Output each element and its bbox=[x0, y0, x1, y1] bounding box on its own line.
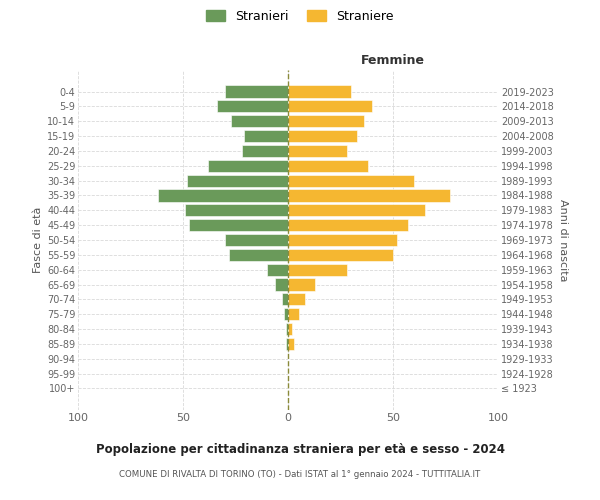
Text: Femmine: Femmine bbox=[361, 54, 425, 66]
Bar bbox=[288, 190, 450, 202]
Bar bbox=[288, 323, 292, 335]
Bar bbox=[288, 115, 364, 128]
Text: COMUNE DI RIVALTA DI TORINO (TO) - Dati ISTAT al 1° gennaio 2024 - TUTTITALIA.IT: COMUNE DI RIVALTA DI TORINO (TO) - Dati … bbox=[119, 470, 481, 479]
Bar bbox=[288, 234, 397, 246]
Bar bbox=[189, 219, 288, 231]
Bar bbox=[286, 323, 288, 335]
Bar bbox=[229, 249, 288, 261]
Bar bbox=[225, 234, 288, 246]
Bar bbox=[288, 264, 347, 276]
Bar bbox=[288, 86, 351, 98]
Bar bbox=[244, 130, 288, 142]
Bar bbox=[288, 294, 305, 306]
Bar bbox=[288, 100, 372, 112]
Text: Popolazione per cittadinanza straniera per età e sesso - 2024: Popolazione per cittadinanza straniera p… bbox=[95, 442, 505, 456]
Bar bbox=[225, 86, 288, 98]
Bar bbox=[275, 278, 288, 290]
Bar bbox=[288, 145, 347, 157]
Legend: Stranieri, Straniere: Stranieri, Straniere bbox=[202, 5, 398, 28]
Bar bbox=[242, 145, 288, 157]
Bar bbox=[282, 294, 288, 306]
Bar bbox=[288, 219, 408, 231]
Y-axis label: Fasce di età: Fasce di età bbox=[32, 207, 43, 273]
Bar bbox=[288, 160, 368, 172]
Bar bbox=[158, 190, 288, 202]
Bar bbox=[187, 174, 288, 186]
Bar bbox=[208, 160, 288, 172]
Bar bbox=[288, 338, 295, 350]
Bar bbox=[286, 338, 288, 350]
Y-axis label: Anni di nascita: Anni di nascita bbox=[558, 198, 568, 281]
Bar bbox=[288, 204, 425, 216]
Bar bbox=[217, 100, 288, 112]
Bar bbox=[284, 308, 288, 320]
Bar bbox=[232, 115, 288, 128]
Bar bbox=[288, 308, 299, 320]
Bar bbox=[288, 278, 316, 290]
Bar bbox=[288, 130, 358, 142]
Bar bbox=[185, 204, 288, 216]
Bar bbox=[288, 249, 393, 261]
Bar bbox=[267, 264, 288, 276]
Bar bbox=[288, 174, 414, 186]
